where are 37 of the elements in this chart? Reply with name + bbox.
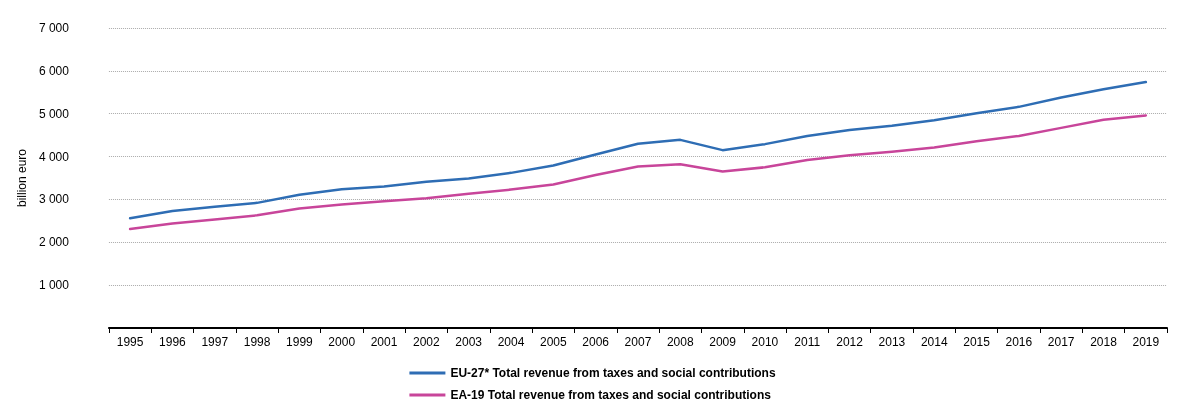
legend-label: EA-19 Total revenue from taxes and social contributions: [450, 388, 772, 402]
x-tick-label: 2012: [836, 335, 864, 349]
x-tick-label: 2007: [624, 335, 652, 349]
y-axis-title: billion euro: [15, 148, 29, 208]
y-tick-label: 3 000: [38, 192, 70, 207]
x-tick-label: 2004: [497, 335, 525, 349]
y-tick-label: 4 000: [38, 149, 70, 164]
y-tick-label: 2 000: [38, 235, 70, 250]
x-tick-label: 2002: [413, 335, 441, 349]
y-tick-label: 5 000: [38, 106, 70, 121]
y-tick-label: 6 000: [38, 63, 70, 78]
x-tick-label: 2018: [1090, 335, 1118, 349]
line-series: [128, 114, 1148, 231]
x-tick-label: 2001: [370, 335, 398, 349]
x-tick-label: 2008: [666, 335, 694, 349]
line-series: [128, 80, 1148, 220]
x-tick-label: 1998: [243, 335, 271, 349]
x-tick-label: 2014: [920, 335, 948, 349]
x-tick-label: 2016: [1005, 335, 1033, 349]
y-tick-label: 1 000: [38, 278, 70, 293]
x-tick-label: 2013: [878, 335, 906, 349]
x-tick-label: 2000: [328, 335, 356, 349]
x-tick-label: 2005: [539, 335, 567, 349]
x-tick-label: 1996: [159, 335, 187, 349]
x-tick-label: 2003: [455, 335, 483, 349]
y-tick-label: 7 000: [38, 21, 70, 35]
x-tick-label: 1997: [201, 335, 229, 349]
x-tick-label: 2006: [582, 335, 610, 349]
x-tick-label: 2017: [1047, 335, 1075, 349]
x-tick-label: 2019: [1132, 335, 1160, 349]
x-tick-label: 1999: [286, 335, 314, 349]
x-tick-label: 1995: [116, 335, 144, 349]
x-tick-label: 2015: [963, 335, 991, 349]
x-tick-label: 2011: [794, 335, 821, 349]
x-tick-label: 2010: [751, 335, 779, 349]
legend-label: EU-27* Total revenue from taxes and social contributions: [450, 366, 776, 380]
x-tick-label: 2009: [709, 335, 737, 349]
